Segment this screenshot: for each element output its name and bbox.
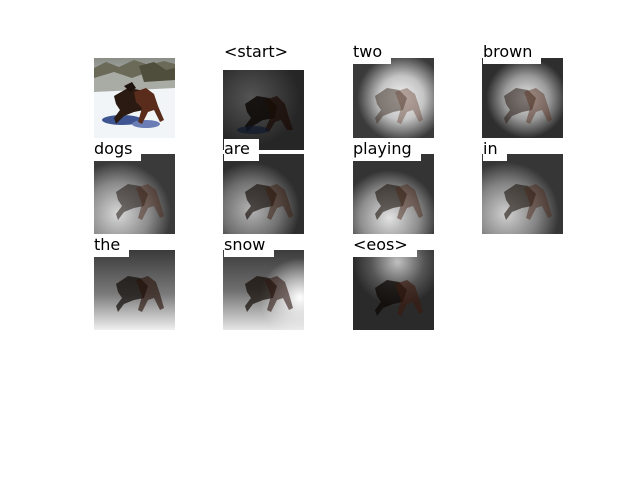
attention-map-the [94, 250, 175, 330]
attention-heatmap [482, 154, 563, 234]
word-label-start: <start> [224, 42, 298, 64]
attention-heatmap [94, 250, 175, 330]
word-label-the: the [94, 235, 130, 257]
attention-map-playing [353, 154, 434, 234]
attention-map-eos [353, 250, 434, 330]
word-label-playing: playing [353, 139, 421, 161]
attention-map-dogs [94, 154, 175, 234]
attention-heatmap [223, 250, 304, 330]
attention-map-are [223, 154, 304, 234]
attention-heatmap [353, 58, 434, 138]
attention-map-snow [223, 250, 304, 330]
word-label-are: are [224, 139, 259, 161]
original-image [94, 58, 175, 138]
attention-heatmap [223, 70, 304, 150]
attention-heatmap [353, 154, 434, 234]
word-label-two: two [353, 42, 392, 64]
word-label-brown: brown [483, 42, 542, 64]
attention-heatmap [223, 154, 304, 234]
word-label-eos: <eos> [353, 235, 417, 257]
attention-map-start [223, 70, 304, 150]
attention-heatmap [482, 58, 563, 138]
attention-map-brown [482, 58, 563, 138]
attention-heatmap [353, 250, 434, 330]
word-label-snow: snow [224, 235, 275, 257]
attention-map-two [353, 58, 434, 138]
word-label-dogs: dogs [94, 139, 142, 161]
attention-heatmap [94, 154, 175, 234]
dogs-in-snow-photo [94, 58, 175, 138]
word-label-in: in [483, 139, 507, 161]
attention-map-in [482, 154, 563, 234]
